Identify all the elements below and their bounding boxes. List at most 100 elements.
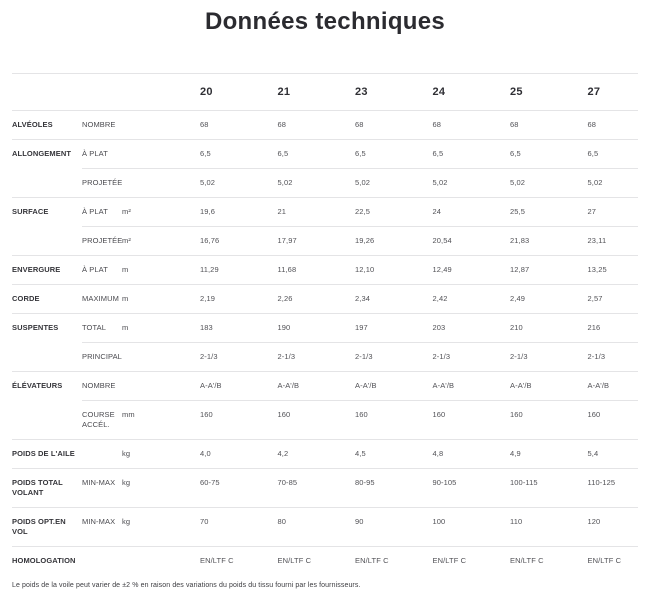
- value-cell: A-A'/B: [432, 381, 455, 390]
- value-cell: 5,02: [200, 168, 278, 197]
- sub-label: TOTAL: [82, 323, 106, 332]
- value-cell: 5,02: [587, 168, 638, 197]
- category-label: ENVERGURE: [12, 265, 61, 274]
- value-cell: 2,42: [432, 294, 448, 303]
- value-cell: 6,5: [510, 149, 521, 158]
- table-body: ALVÉOLES NOMBRE 68 68 68 68 68 68 ALLONGEMENT À P…: [12, 110, 638, 575]
- value-cell: EN/LTF C: [510, 556, 544, 565]
- value-cell: EN/LTF C: [355, 556, 389, 565]
- sub-label: [82, 547, 122, 565]
- value-cell: 11,68: [277, 265, 297, 274]
- table-row: PROJETÉE m² 16,76 17,97 19,26 20,54 21,83 23,11: [12, 226, 638, 255]
- unit-label: kg: [122, 478, 131, 487]
- value-cell: 4,8: [432, 449, 444, 458]
- value-cell: 2,57: [587, 294, 603, 303]
- value-cell: 90-105: [432, 478, 457, 487]
- sub-label: PROJETÉE: [82, 168, 122, 197]
- value-cell: 183: [200, 323, 213, 332]
- value-cell: 12,49: [432, 265, 452, 274]
- table-row: ALVÉOLES NOMBRE 68 68 68 68 68 68: [12, 110, 638, 139]
- value-cell: 6,5: [432, 149, 444, 158]
- value-cell: 19,26: [355, 226, 433, 255]
- unit-label: [122, 372, 200, 390]
- column-header: 24: [432, 86, 446, 98]
- category-label: ALVÉOLES: [12, 120, 53, 129]
- value-cell: 160: [277, 400, 355, 429]
- value-cell: 21: [277, 207, 287, 216]
- value-cell: 5,02: [432, 168, 510, 197]
- value-cell: 160: [200, 400, 278, 429]
- value-cell: 68: [277, 120, 287, 129]
- value-cell: 13,25: [587, 265, 607, 274]
- category-label: ALLONGEMENT: [12, 149, 72, 158]
- table-header-row: 20 21 23 24 25 27: [12, 73, 638, 110]
- value-cell: 110-125: [587, 478, 616, 487]
- value-cell: 5,4: [587, 449, 599, 458]
- value-cell: 160: [432, 400, 510, 429]
- category-label: CORDE: [12, 294, 40, 303]
- value-cell: 216: [587, 323, 601, 332]
- table-row: POIDS DE L'AILE kg 4,0 4,2 4,5 4,8 4,9 5,4: [12, 439, 638, 468]
- table-row: POIDS OPT.EN VOL MIN-MAX kg 70 80 90 100 110 120: [12, 507, 638, 546]
- value-cell: EN/LTF C: [277, 556, 312, 565]
- value-cell: 160: [587, 400, 638, 429]
- value-cell: 16,76: [200, 226, 278, 255]
- value-cell: 2,49: [510, 294, 525, 303]
- sub-label: MIN-MAX: [82, 517, 116, 526]
- sub-label: À PLAT: [82, 149, 108, 158]
- value-cell: 2-1/3: [200, 342, 278, 371]
- sub-label: PRINCIPAL: [82, 342, 122, 371]
- value-cell: 21,83: [510, 226, 588, 255]
- unit-label: m: [122, 323, 129, 332]
- value-cell: 68: [510, 120, 519, 129]
- category-label: [12, 168, 82, 186]
- value-cell: 20,54: [432, 226, 510, 255]
- value-cell: 2-1/3: [277, 342, 355, 371]
- unit-label: m²: [122, 207, 131, 216]
- value-cell: A-A'/B: [510, 381, 532, 390]
- sub-label: À PLAT: [82, 207, 108, 216]
- unit-label: [122, 111, 200, 129]
- value-cell: 11,29: [200, 265, 219, 274]
- category-label: HOMOLOGATION: [12, 556, 76, 565]
- unit-label: [122, 168, 200, 187]
- value-cell: 2-1/3: [432, 342, 510, 371]
- value-cell: 22,5: [355, 207, 370, 216]
- value-cell: 12,10: [355, 265, 375, 274]
- unit-label: m: [122, 294, 129, 303]
- value-cell: 27: [587, 207, 597, 216]
- unit-label: m: [122, 265, 129, 274]
- sub-label: À PLAT: [82, 265, 108, 274]
- value-cell: 190: [277, 323, 291, 332]
- value-cell: 197: [355, 323, 368, 332]
- technical-data-table: 20 21 23 24 25 27 ALVÉOLES NOMBRE 68 68 68 68 68 68 A…: [12, 73, 638, 575]
- value-cell: 2,19: [200, 294, 215, 303]
- table-row: ÉLÉVATEURS NOMBRE A-A'/B A-A'/B A-A'/B A-A'/B…: [12, 371, 638, 400]
- category-label: POIDS DE L'AILE: [12, 449, 75, 458]
- category-label: SURFACE: [12, 207, 49, 216]
- value-cell: 4,9: [510, 449, 521, 458]
- sub-label: NOMBRE: [82, 120, 116, 129]
- sub-label: PROJETÉE: [82, 226, 122, 255]
- value-cell: 23,11: [587, 226, 638, 255]
- sub-label: MAXIMUM: [82, 294, 119, 303]
- value-cell: A-A'/B: [355, 381, 377, 390]
- value-cell: 210: [510, 323, 523, 332]
- value-cell: 110: [510, 517, 523, 526]
- table-row: HOMOLOGATION EN/LTF C EN/LTF C EN/LTF C EN/L…: [12, 546, 638, 575]
- page-title: Données techniques: [204, 8, 446, 35]
- unit-label: kg: [122, 517, 131, 526]
- value-cell: 100-115: [510, 478, 538, 487]
- value-cell: 60-75: [200, 478, 220, 487]
- value-cell: 68: [355, 120, 364, 129]
- value-cell: 2-1/3: [510, 342, 588, 371]
- value-cell: 17,97: [277, 226, 355, 255]
- value-cell: 90: [355, 517, 364, 526]
- table-row: SUSPENTES TOTAL m 183 190 197 203 210 216: [12, 313, 638, 342]
- value-cell: EN/LTF C: [432, 556, 467, 565]
- value-cell: 68: [587, 120, 597, 129]
- value-cell: 203: [432, 323, 446, 332]
- value-cell: 5,02: [277, 168, 355, 197]
- value-cell: 19,6: [200, 207, 215, 216]
- column-header: 23: [355, 86, 368, 98]
